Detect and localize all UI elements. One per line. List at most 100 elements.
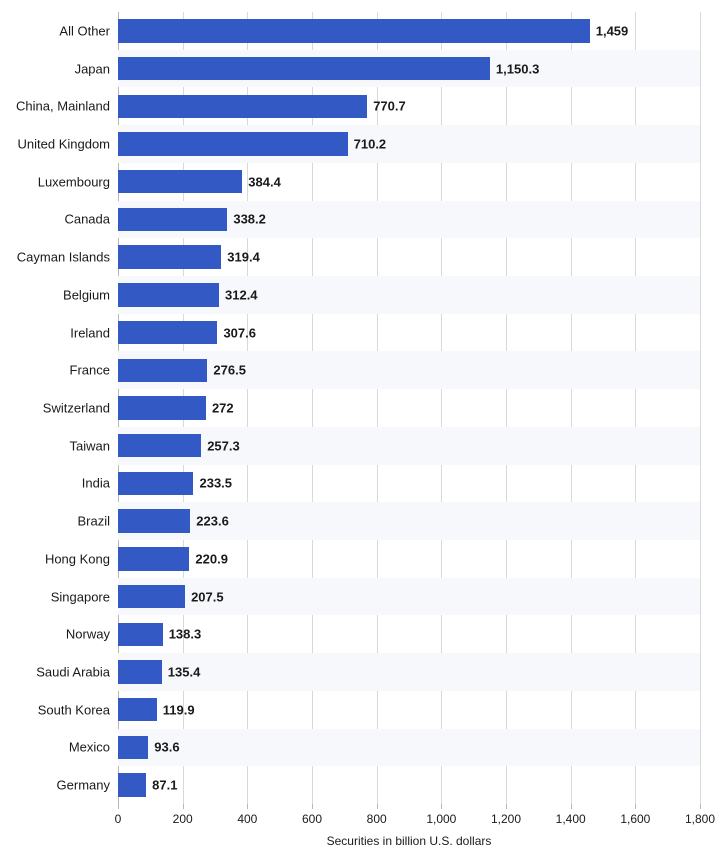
x-tick-label: 1,400 bbox=[556, 812, 586, 826]
x-tick-label: 0 bbox=[115, 812, 122, 826]
bar-value-label: 710.2 bbox=[354, 136, 387, 151]
x-tick bbox=[700, 804, 701, 809]
category-label: France bbox=[70, 363, 110, 378]
category-label: Brazil bbox=[77, 514, 110, 529]
bar: 119.9 bbox=[118, 698, 157, 721]
category-label: Singapore bbox=[51, 589, 110, 604]
bar-row: 338.2Canada bbox=[118, 208, 700, 231]
category-label: India bbox=[82, 476, 110, 491]
x-tick-label: 1,200 bbox=[491, 812, 521, 826]
x-tick bbox=[506, 804, 507, 809]
bar-value-label: 1,150.3 bbox=[496, 61, 539, 76]
bar: 220.9 bbox=[118, 547, 189, 570]
bar-value-label: 276.5 bbox=[213, 363, 246, 378]
x-tick bbox=[312, 804, 313, 809]
bar-value-label: 770.7 bbox=[373, 99, 406, 114]
bar: 307.6 bbox=[118, 321, 217, 344]
bar: 207.5 bbox=[118, 585, 185, 608]
bar: 319.4 bbox=[118, 245, 221, 268]
bar-value-label: 338.2 bbox=[233, 212, 266, 227]
bar: 223.6 bbox=[118, 509, 190, 532]
bar-row: 87.1Germany bbox=[118, 773, 700, 796]
bar-value-label: 207.5 bbox=[191, 589, 224, 604]
bar: 1,150.3 bbox=[118, 57, 490, 80]
x-tick-label: 600 bbox=[302, 812, 322, 826]
x-tick bbox=[571, 804, 572, 809]
category-label: China, Mainland bbox=[16, 99, 110, 114]
category-label: Switzerland bbox=[43, 400, 110, 415]
bar-row: 276.5France bbox=[118, 359, 700, 382]
bar-value-label: 93.6 bbox=[154, 740, 179, 755]
x-tick bbox=[441, 804, 442, 809]
bar-row: 710.2United Kingdom bbox=[118, 132, 700, 155]
bar-row: 307.6Ireland bbox=[118, 321, 700, 344]
x-tick-label: 800 bbox=[367, 812, 387, 826]
bar-row: 223.6Brazil bbox=[118, 509, 700, 532]
x-tick bbox=[183, 804, 184, 809]
bar-value-label: 1,459 bbox=[596, 23, 629, 38]
bar: 338.2 bbox=[118, 208, 227, 231]
x-axis-label: Securities in billion U.S. dollars bbox=[327, 834, 492, 848]
category-label: United Kingdom bbox=[18, 136, 111, 151]
x-tick-label: 1,600 bbox=[620, 812, 650, 826]
category-label: Saudi Arabia bbox=[36, 664, 110, 679]
bar-value-label: 312.4 bbox=[225, 287, 258, 302]
bar-value-label: 384.4 bbox=[248, 174, 281, 189]
bar-value-label: 119.9 bbox=[163, 702, 195, 717]
bar-value-label: 272 bbox=[212, 400, 234, 415]
bar: 384.4 bbox=[118, 170, 242, 193]
category-label: Norway bbox=[66, 627, 110, 642]
x-tick bbox=[247, 804, 248, 809]
bar-row: 207.5Singapore bbox=[118, 585, 700, 608]
x-tick-label: 200 bbox=[173, 812, 193, 826]
bar-value-label: 307.6 bbox=[223, 325, 256, 340]
bar-row: 257.3Taiwan bbox=[118, 434, 700, 457]
bar-row: 312.4Belgium bbox=[118, 283, 700, 306]
bar-value-label: 220.9 bbox=[195, 551, 228, 566]
category-label: Cayman Islands bbox=[17, 250, 110, 265]
x-tick-label: 400 bbox=[237, 812, 257, 826]
bar-row: 93.6Mexico bbox=[118, 736, 700, 759]
bar-value-label: 223.6 bbox=[196, 514, 229, 529]
bar-row: 220.9Hong Kong bbox=[118, 547, 700, 570]
bar-value-label: 233.5 bbox=[199, 476, 232, 491]
bar: 87.1 bbox=[118, 773, 146, 796]
gridline bbox=[700, 12, 701, 804]
bar: 138.3 bbox=[118, 623, 163, 646]
category-label: Belgium bbox=[63, 287, 110, 302]
bar: 770.7 bbox=[118, 95, 367, 118]
bar-row: 135.4Saudi Arabia bbox=[118, 660, 700, 683]
x-tick-label: 1,800 bbox=[685, 812, 715, 826]
bar-value-label: 257.3 bbox=[207, 438, 240, 453]
bar: 93.6 bbox=[118, 736, 148, 759]
bar-row: 770.7China, Mainland bbox=[118, 95, 700, 118]
bar-value-label: 138.3 bbox=[169, 627, 202, 642]
category-label: Canada bbox=[64, 212, 110, 227]
bar-row: 119.9South Korea bbox=[118, 698, 700, 721]
category-label: Germany bbox=[57, 778, 110, 793]
bar-row: 233.5India bbox=[118, 472, 700, 495]
bar-value-label: 87.1 bbox=[152, 778, 177, 793]
category-label: Hong Kong bbox=[45, 551, 110, 566]
category-label: Taiwan bbox=[70, 438, 110, 453]
bar-row: 1,150.3Japan bbox=[118, 57, 700, 80]
x-tick bbox=[118, 804, 119, 809]
bar: 1,459 bbox=[118, 19, 590, 42]
bar-row: 319.4Cayman Islands bbox=[118, 245, 700, 268]
category-label: All Other bbox=[59, 23, 110, 38]
bar: 257.3 bbox=[118, 434, 201, 457]
category-label: South Korea bbox=[38, 702, 110, 717]
category-label: Japan bbox=[75, 61, 110, 76]
bar-row: 384.4Luxembourg bbox=[118, 170, 700, 193]
bar-row: 138.3Norway bbox=[118, 623, 700, 646]
bar-row: 272Switzerland bbox=[118, 396, 700, 419]
category-label: Mexico bbox=[69, 740, 110, 755]
category-label: Luxembourg bbox=[38, 174, 110, 189]
bar: 710.2 bbox=[118, 132, 348, 155]
bar: 233.5 bbox=[118, 472, 193, 495]
bar-chart: Securities in billion U.S. dollars 0 200 4… bbox=[0, 0, 718, 857]
x-tick bbox=[377, 804, 378, 809]
bar: 272 bbox=[118, 396, 206, 419]
x-tick-label: 1,000 bbox=[426, 812, 456, 826]
bar: 135.4 bbox=[118, 660, 162, 683]
